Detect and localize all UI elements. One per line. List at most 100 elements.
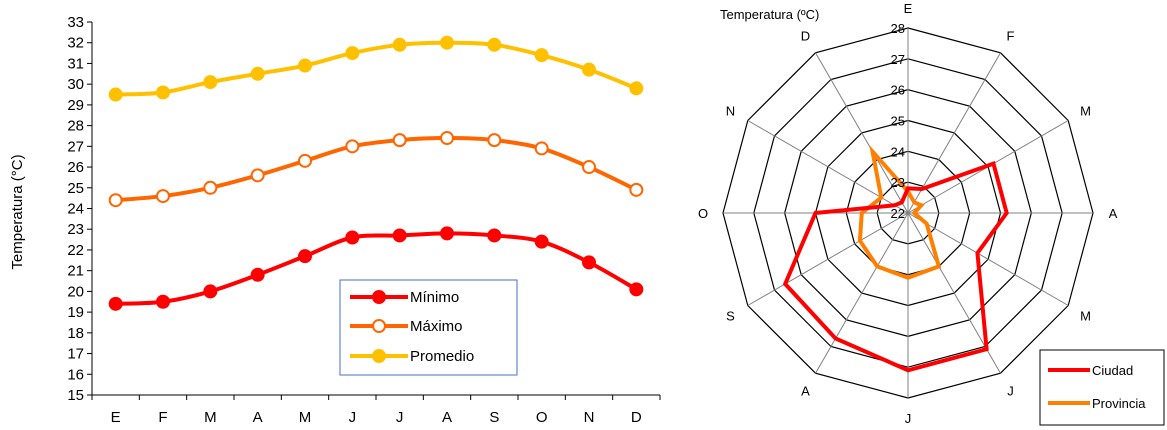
y-axis-title: Temperatura (°C) bbox=[9, 154, 26, 269]
x-tick-label: E bbox=[111, 409, 121, 426]
y-tick-label: 19 bbox=[67, 304, 84, 321]
data-point bbox=[487, 228, 502, 243]
radar-category-label: E bbox=[904, 1, 913, 16]
data-point bbox=[345, 139, 360, 154]
series-Mínimo bbox=[108, 226, 644, 311]
legend-item-promedio: Promedio bbox=[350, 348, 474, 365]
radar-category-label: D bbox=[801, 28, 810, 43]
radar-r-tick-label: 24 bbox=[891, 144, 905, 159]
radar-spoke bbox=[815, 52, 909, 214]
data-point bbox=[440, 131, 454, 146]
radar-category-label: A bbox=[801, 384, 810, 399]
x-tick-label: J bbox=[349, 409, 357, 426]
data-point bbox=[108, 87, 123, 102]
y-tick-label: 23 bbox=[67, 221, 84, 238]
y-tick-label: 24 bbox=[67, 201, 84, 218]
data-point bbox=[203, 284, 218, 299]
y-tick-label: 17 bbox=[67, 346, 84, 363]
y-tick-label: 33 bbox=[67, 14, 84, 31]
data-point bbox=[582, 255, 596, 270]
legend-label-maximo: Máximo bbox=[410, 318, 463, 335]
radar-chart: 22 23 24 25 26 27 28 E F M A M J J A S O N D Temperatura … bbox=[698, 1, 1165, 426]
data-point bbox=[582, 62, 596, 77]
data-point bbox=[203, 180, 218, 195]
data-point bbox=[298, 58, 312, 73]
data-point bbox=[487, 37, 502, 52]
data-point bbox=[250, 168, 265, 183]
y-tick-label: 30 bbox=[67, 76, 84, 93]
y-tick-label: 26 bbox=[67, 159, 84, 176]
data-point bbox=[392, 228, 407, 243]
x-tick-label: A bbox=[253, 409, 263, 426]
data-point bbox=[345, 230, 360, 245]
x-tick-label: N bbox=[584, 409, 595, 426]
data-point bbox=[534, 141, 549, 156]
radar-series-Ciudad bbox=[782, 161, 1009, 373]
radar-category-label: A bbox=[1109, 206, 1118, 221]
radar-category-label: S bbox=[726, 309, 735, 324]
x-tick-label: S bbox=[489, 409, 499, 426]
data-point bbox=[345, 46, 360, 61]
data-point bbox=[203, 75, 218, 90]
radar-spoke bbox=[907, 52, 1001, 214]
legend-item-maximo: Máximo bbox=[350, 318, 463, 335]
legend-item-provincia: Provincia bbox=[1048, 396, 1146, 411]
radar-r-ticks: 22 23 24 25 26 27 28 bbox=[891, 21, 905, 221]
series-line bbox=[115, 40, 638, 97]
series-Máximo bbox=[108, 131, 644, 208]
legend-label-provincia: Provincia bbox=[1092, 396, 1146, 411]
radar-category-label: M bbox=[1080, 104, 1091, 119]
radar-category-labels: E F M A M J J A S O N D bbox=[698, 1, 1118, 426]
radar-category-label: M bbox=[1080, 309, 1091, 324]
data-point bbox=[440, 35, 454, 50]
radar-grid bbox=[722, 27, 1094, 399]
data-point bbox=[582, 160, 596, 175]
data-point bbox=[534, 234, 549, 249]
data-point bbox=[534, 48, 549, 63]
y-tick-label: 21 bbox=[67, 263, 84, 280]
radar-r-tick-label: 28 bbox=[891, 21, 905, 36]
series-Promedio bbox=[108, 35, 644, 102]
y-tick-label: 20 bbox=[67, 283, 84, 300]
legend-label-promedio: Promedio bbox=[410, 348, 474, 365]
line-chart: 15 16 17 18 19 20 21 22 23 24 25 26 27 28 29 30 31 32 33 E… bbox=[9, 14, 661, 426]
data-point bbox=[108, 193, 123, 208]
radar-r-tick-label: 26 bbox=[891, 83, 905, 98]
radar-r-tick-label: 23 bbox=[891, 175, 905, 190]
data-point bbox=[298, 249, 312, 264]
y-tick-label: 15 bbox=[67, 387, 84, 404]
radar-spoke bbox=[815, 212, 909, 374]
data-point bbox=[298, 153, 312, 168]
radar-r-tick-label: 27 bbox=[891, 52, 905, 67]
radar-category-label: J bbox=[905, 411, 912, 426]
legend-label-minimo: Mínimo bbox=[410, 289, 459, 306]
x-tick-label: O bbox=[536, 409, 548, 426]
data-point bbox=[629, 182, 644, 197]
radar-series-group bbox=[782, 144, 1009, 373]
y-tick-label: 32 bbox=[67, 35, 84, 52]
data-point bbox=[629, 282, 644, 297]
radar-category-label: F bbox=[1007, 28, 1015, 43]
radar-spoke bbox=[747, 212, 909, 306]
data-point bbox=[156, 189, 170, 204]
y-tick-label: 29 bbox=[67, 97, 84, 114]
radar-r-tick-label: 25 bbox=[891, 114, 905, 129]
data-point bbox=[487, 133, 502, 148]
radar-category-label: N bbox=[726, 104, 735, 119]
x-tick-label: J bbox=[396, 409, 404, 426]
y-tick-label: 27 bbox=[67, 138, 84, 155]
radar-spoke bbox=[907, 212, 1069, 306]
legend-label-ciudad: Ciudad bbox=[1092, 363, 1133, 378]
radar-r-tick-label: 22 bbox=[891, 206, 905, 221]
data-point bbox=[392, 37, 407, 52]
radar-category-label: J bbox=[1007, 384, 1014, 399]
line-legend: Mínimo Máximo Promedio bbox=[339, 279, 518, 376]
data-point bbox=[392, 133, 407, 148]
y-tick-label: 22 bbox=[67, 242, 84, 259]
radar-legend-box bbox=[1039, 349, 1165, 426]
data-point bbox=[440, 226, 454, 241]
data-point bbox=[250, 267, 265, 282]
radar-legend: Ciudad Provincia bbox=[1039, 349, 1165, 426]
